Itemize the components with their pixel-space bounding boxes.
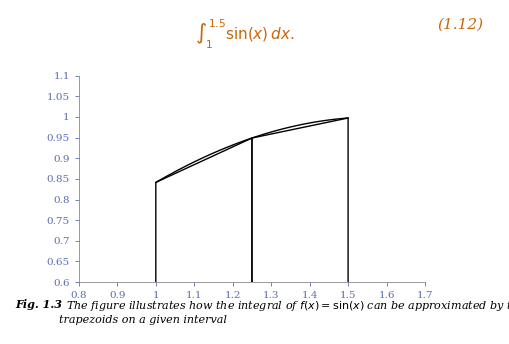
Text: The figure illustrates how the integral of $f(x) = \sin(x)$ can be approximated : The figure illustrates how the integral …: [59, 299, 509, 325]
Text: Fig. 1.3: Fig. 1.3: [15, 299, 62, 310]
Text: $\int_1^{1.5} \sin(x)\,dx.$: $\int_1^{1.5} \sin(x)\,dx.$: [194, 17, 294, 51]
Text: (1.12): (1.12): [437, 17, 484, 31]
